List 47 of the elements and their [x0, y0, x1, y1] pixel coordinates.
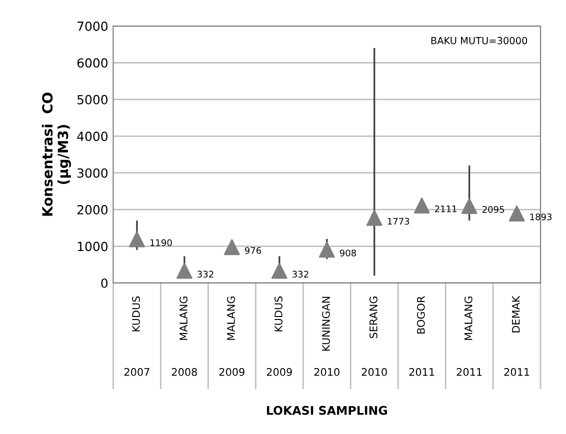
text: 2009 — [266, 368, 292, 376]
data-label: 332 — [292, 270, 308, 278]
y-tick-label: 4000 — [77, 132, 108, 142]
y-tick-label: 1000 — [78, 242, 108, 252]
text: 2008 — [172, 368, 197, 376]
point — [224, 239, 240, 256]
text: 2011 — [456, 368, 482, 376]
point — [318, 242, 335, 258]
data-label: 2111 — [434, 205, 456, 212]
data-label: 908 — [340, 250, 356, 256]
point — [128, 231, 145, 248]
x-tick-label: SERANG — [369, 296, 378, 338]
data-label: 976 — [244, 247, 262, 254]
data-label: 1773 — [388, 218, 410, 225]
text: 2010 — [362, 368, 387, 376]
text: 2011 — [504, 368, 530, 376]
point — [414, 198, 430, 214]
x-tick-label: BOGOR — [416, 296, 425, 334]
y-tick-label: 5000 — [77, 94, 108, 104]
point — [366, 210, 382, 226]
x-tick-label: MALANG — [180, 296, 188, 340]
data-label: 332 — [198, 270, 214, 278]
y-tick-label: 0 — [101, 278, 108, 288]
annotation: BAKU MUTU=30000 — [431, 36, 528, 44]
point — [176, 262, 192, 279]
y-tick-label: 7000 — [78, 22, 108, 31]
text: 2011 — [409, 368, 434, 376]
x-tick-label: DEMAK — [512, 296, 520, 332]
x-axis-title: LOKASI SAMPLING — [266, 406, 387, 415]
x-tick-label: KUDUS — [132, 296, 140, 332]
y-axis-title: Konsentrasi CO (µg/M3) — [42, 92, 71, 216]
data-label: 1893 — [530, 213, 552, 220]
x-tick-label: KUNINGAN — [322, 296, 330, 351]
text: 2010 — [314, 368, 340, 376]
y-tick-label: 3000 — [77, 168, 108, 178]
x-tick-label: MALANG — [227, 296, 235, 340]
point — [271, 262, 288, 279]
x-tick-label: KUDUS — [274, 296, 282, 332]
point — [461, 198, 478, 214]
data-label: 2095 — [482, 206, 504, 213]
text: 2009 — [219, 368, 244, 376]
point — [508, 206, 525, 222]
y-tick-label: 2000 — [77, 205, 108, 214]
y-tick-label: 6000 — [77, 58, 108, 68]
x-tick-label: MALANG — [464, 296, 472, 340]
text: 2007 — [124, 368, 150, 376]
data-label: 1190 — [150, 239, 172, 246]
